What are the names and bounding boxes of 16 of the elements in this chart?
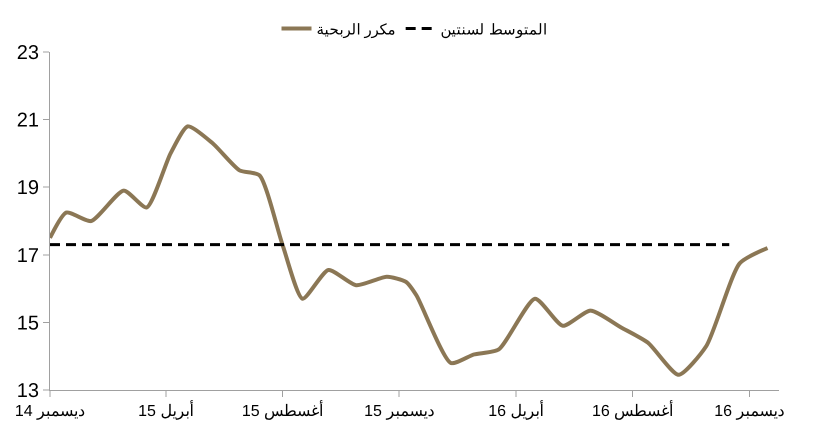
x-tick-label: ديسمبر 14: [14, 403, 86, 420]
line-series: [50, 124, 770, 377]
x-tick-label: أغسطس 15: [242, 400, 324, 420]
y-tick-label: 19: [16, 177, 39, 200]
legend-label: المتوسط لسنتين: [440, 21, 547, 38]
x-tick-label: أبريل 16: [488, 400, 544, 420]
x-tick-label: أغسطس 16: [592, 400, 674, 420]
y-tick-label: 13: [16, 380, 39, 402]
y-tick-label: 23: [16, 42, 39, 64]
x-tick-label: ديسمبر 16: [714, 403, 784, 420]
y-tick-label: 15: [16, 312, 39, 334]
x-tick-label: ديسمبر 15: [364, 403, 434, 420]
x-tick-label: أبريل 15: [138, 400, 194, 420]
legend-label: مكرر الربحية: [316, 21, 396, 38]
y-tick-label: 21: [16, 110, 39, 132]
y-tick-label: 17: [16, 244, 39, 267]
